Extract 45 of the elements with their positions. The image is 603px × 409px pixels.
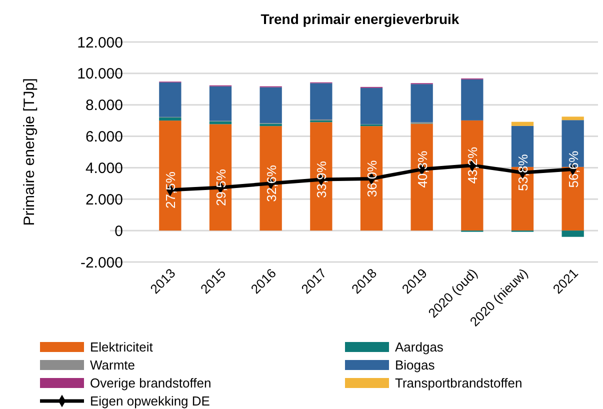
y-axis-title: Primaire energie [TJp] — [21, 78, 38, 226]
bar — [461, 120, 484, 231]
legend-label: Transportbrandstoffen — [395, 376, 522, 391]
bar — [159, 117, 182, 121]
y-tick-label: 10.000 — [77, 66, 123, 83]
bar — [159, 120, 182, 231]
bar — [461, 79, 484, 120]
y-tick-label: 4.000 — [85, 160, 123, 177]
y-tick-label: 2.000 — [85, 191, 123, 208]
chart-title: Trend primair energieverbruik — [260, 11, 460, 27]
y-tick-label: 8.000 — [85, 97, 123, 114]
annotation: 32,6% — [264, 164, 279, 202]
bar — [310, 83, 332, 120]
bar — [310, 122, 332, 231]
y-tick-label: 0 — [114, 222, 123, 240]
bar — [260, 126, 282, 231]
y-tick-label: 12.000 — [77, 34, 123, 52]
bar — [260, 87, 282, 124]
annotation: 33,9% — [314, 160, 330, 198]
bar — [410, 124, 433, 231]
annotation: 29,5% — [214, 168, 228, 206]
annotation: 36,0% — [364, 160, 380, 198]
annotation: 56,6% — [566, 150, 581, 188]
legend-label: Warmte — [90, 358, 136, 373]
legend-label: Aardgas — [395, 340, 444, 355]
legend-label: Elektriciteit — [90, 340, 154, 355]
bar — [209, 86, 232, 121]
bar — [360, 88, 383, 124]
bar — [562, 116, 584, 120]
legend-label: Eigen opwekking DE — [90, 394, 210, 409]
bar — [562, 230, 584, 237]
bar — [260, 124, 282, 126]
bar — [209, 124, 232, 231]
annotation: 27,5% — [163, 171, 178, 208]
legend-label: Biogas — [395, 358, 436, 373]
bar — [159, 82, 182, 117]
annotation: 53,8% — [516, 154, 530, 192]
bar — [410, 84, 433, 122]
annotation: 43,2% — [465, 146, 480, 184]
bar — [360, 126, 383, 231]
annotation: 40,3% — [414, 150, 430, 188]
y-tick-label: 6.000 — [85, 128, 123, 146]
bar — [511, 122, 534, 126]
y-tick-label: -2.000 — [80, 254, 123, 272]
legend-label: Overige brandstoffen — [90, 376, 212, 391]
